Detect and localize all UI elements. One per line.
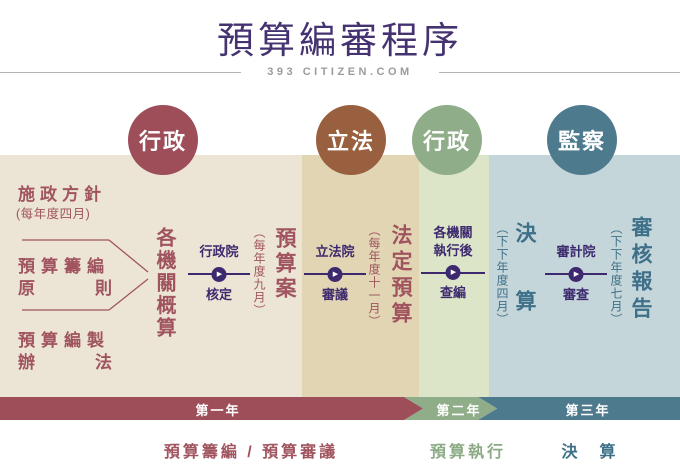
arrow-top-label: 行政院 (199, 244, 239, 259)
budget-bill-label: 預算案 (273, 227, 296, 302)
budget-method-line2: 辦 法 (18, 348, 112, 373)
timeline-bars (0, 397, 680, 420)
divider-line-right (438, 71, 680, 73)
stage-badge-executive-2: 行政 (412, 105, 482, 175)
stage-badge-label: 行政 (138, 129, 187, 154)
arrow-shaft: ▶ (545, 266, 607, 282)
budget-guideline-line2: 原 則 (18, 274, 112, 299)
stage-badge-legislative: 立法 (316, 105, 386, 175)
stage-badge-label: 立法 (326, 129, 375, 154)
arrow-bottom-label: 核定 (205, 286, 232, 302)
arrow-executive-yuan-approval: 行政院 ▶ 核定 (188, 243, 250, 303)
play-icon: ▶ (568, 266, 584, 282)
arrow-top-label: 審計院 (556, 244, 596, 259)
brand-text: 393 CITIZEN.COM (267, 66, 413, 78)
arrow-legislative-yuan-review: 立法院 ▶ 審議 (304, 243, 366, 303)
final-accounts-time: （下下年度四月） (495, 222, 509, 326)
year3-bar (478, 397, 680, 420)
arrow-bottom-label: 查編 (439, 285, 466, 301)
brand-divider: 393 CITIZEN.COM (0, 66, 680, 78)
year2-label: 第二年 (436, 403, 482, 418)
arrow-shaft: ▶ (304, 266, 366, 282)
guideline-char-end: 則 (95, 279, 112, 298)
phase3-label: 決 算 (561, 444, 619, 461)
stage-badge-control: 監察 (547, 105, 617, 175)
page-title: 預算編審程序 (217, 20, 463, 61)
arrow-top-label-line1: 各機關 (433, 225, 473, 240)
play-icon: ▶ (327, 266, 343, 282)
policy-direction-time: (每年度四月) (16, 207, 91, 221)
legal-budget-label: 法定預算 (389, 224, 412, 328)
arrow-agency-compilation: 各機關 執行後 ▶ 查編 (421, 224, 485, 302)
arrow-top-label-line2: 執行後 (433, 242, 473, 258)
method-char-start: 辦 (18, 353, 35, 372)
stage-badge-executive-1: 行政 (128, 105, 198, 175)
year3-label: 第三年 (565, 403, 611, 418)
audit-report-time: （下下年度七月） (609, 222, 623, 326)
agency-concept-budget: 各機關概算 (153, 227, 175, 340)
stage-badge-label: 監察 (557, 129, 606, 154)
year2-bar (404, 397, 497, 420)
stage-badge-label: 行政 (422, 129, 471, 154)
guideline-char-start: 原 (18, 279, 35, 298)
column-budget-review (302, 155, 419, 397)
play-icon: ▶ (445, 265, 461, 281)
audit-report-label: 審核報告 (629, 216, 652, 324)
phase1-label: 預算籌編 / 預算審議 (163, 444, 339, 461)
funnel-bracket-lines (22, 239, 149, 311)
column-budget-preparation (0, 155, 302, 397)
arrow-bottom-label: 審查 (562, 286, 589, 302)
play-icon: ▶ (211, 266, 227, 282)
budget-bill-time: （每年度九月） (252, 226, 266, 317)
budget-guideline-line1: 預算籌編 (18, 257, 110, 276)
policy-direction-label: 施政方針 (18, 185, 106, 204)
arrow-shaft: ▶ (421, 265, 485, 281)
arrow-top-label: 立法院 (315, 244, 355, 259)
budget-method-line1: 預算編製 (18, 331, 110, 350)
final-accounts-label: 決算 (513, 222, 536, 358)
arrow-audit-yuan-review: 審計院 ▶ 審查 (545, 243, 607, 303)
year1-bar (0, 397, 423, 420)
arrow-bottom-label: 審議 (321, 286, 348, 302)
arrow-shaft: ▶ (188, 266, 250, 282)
method-char-end: 法 (95, 353, 112, 372)
phase2-label: 預算執行 (429, 444, 507, 461)
legal-budget-time: （每年度十一月） (367, 224, 381, 328)
year1-label: 第一年 (195, 403, 241, 418)
column-final-accounts (489, 155, 680, 397)
divider-line-left (0, 71, 242, 73)
